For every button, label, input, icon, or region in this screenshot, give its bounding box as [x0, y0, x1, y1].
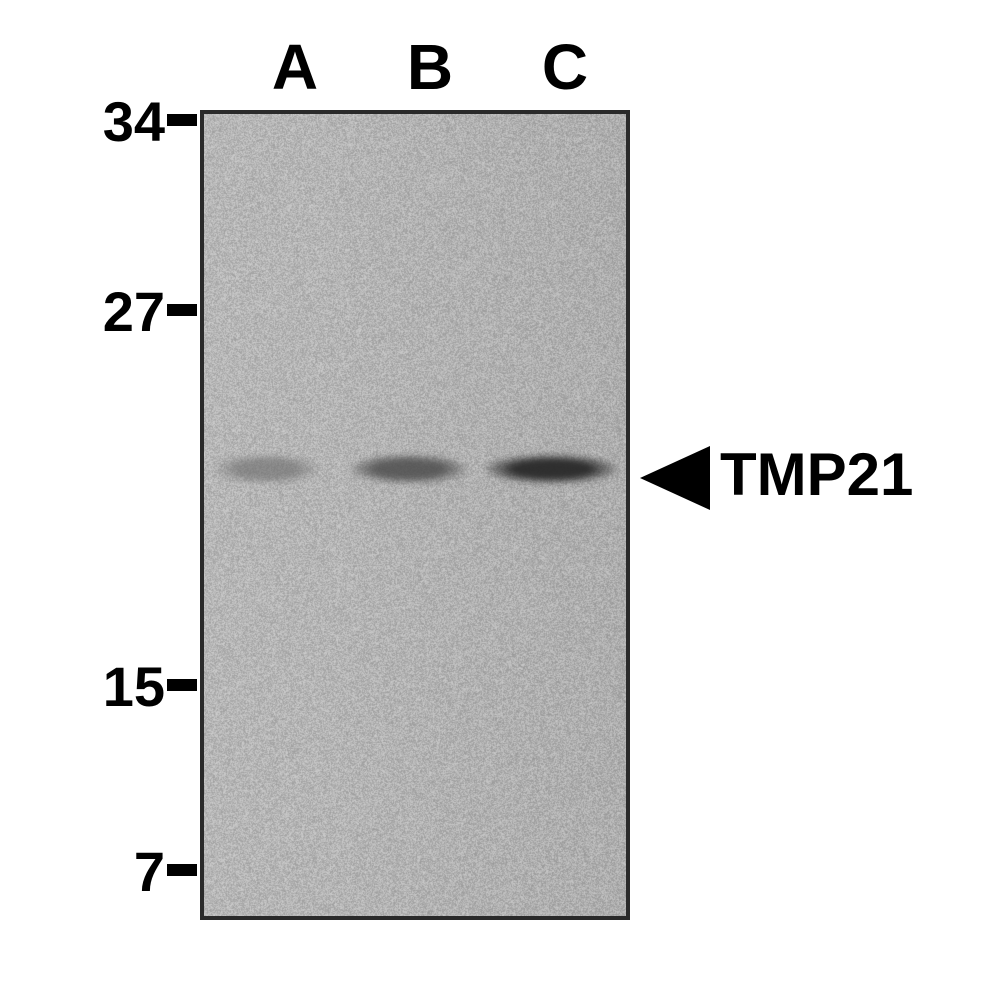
western-blot-figure: ABC 34 27 15 7 TMP21 [0, 0, 1000, 1000]
mw-tick [167, 679, 197, 691]
lane-label-b: B [385, 30, 475, 104]
mw-label-15: 15 [25, 654, 165, 719]
target-protein-label: TMP21 [720, 440, 913, 509]
mw-label-7: 7 [25, 839, 165, 904]
lane-label-a: A [250, 30, 340, 104]
blot-noise [204, 114, 630, 920]
blot-membrane [200, 110, 630, 920]
mw-tick [167, 864, 197, 876]
mw-tick [167, 304, 197, 316]
mw-label-27: 27 [25, 279, 165, 344]
mw-tick [167, 114, 197, 126]
band-lane-b [349, 454, 469, 484]
lane-label-c: C [520, 30, 610, 104]
band-lane-a [214, 454, 319, 484]
mw-label-34: 34 [25, 89, 165, 154]
band-arrow-icon [640, 446, 710, 510]
band-lane-c [484, 454, 619, 484]
